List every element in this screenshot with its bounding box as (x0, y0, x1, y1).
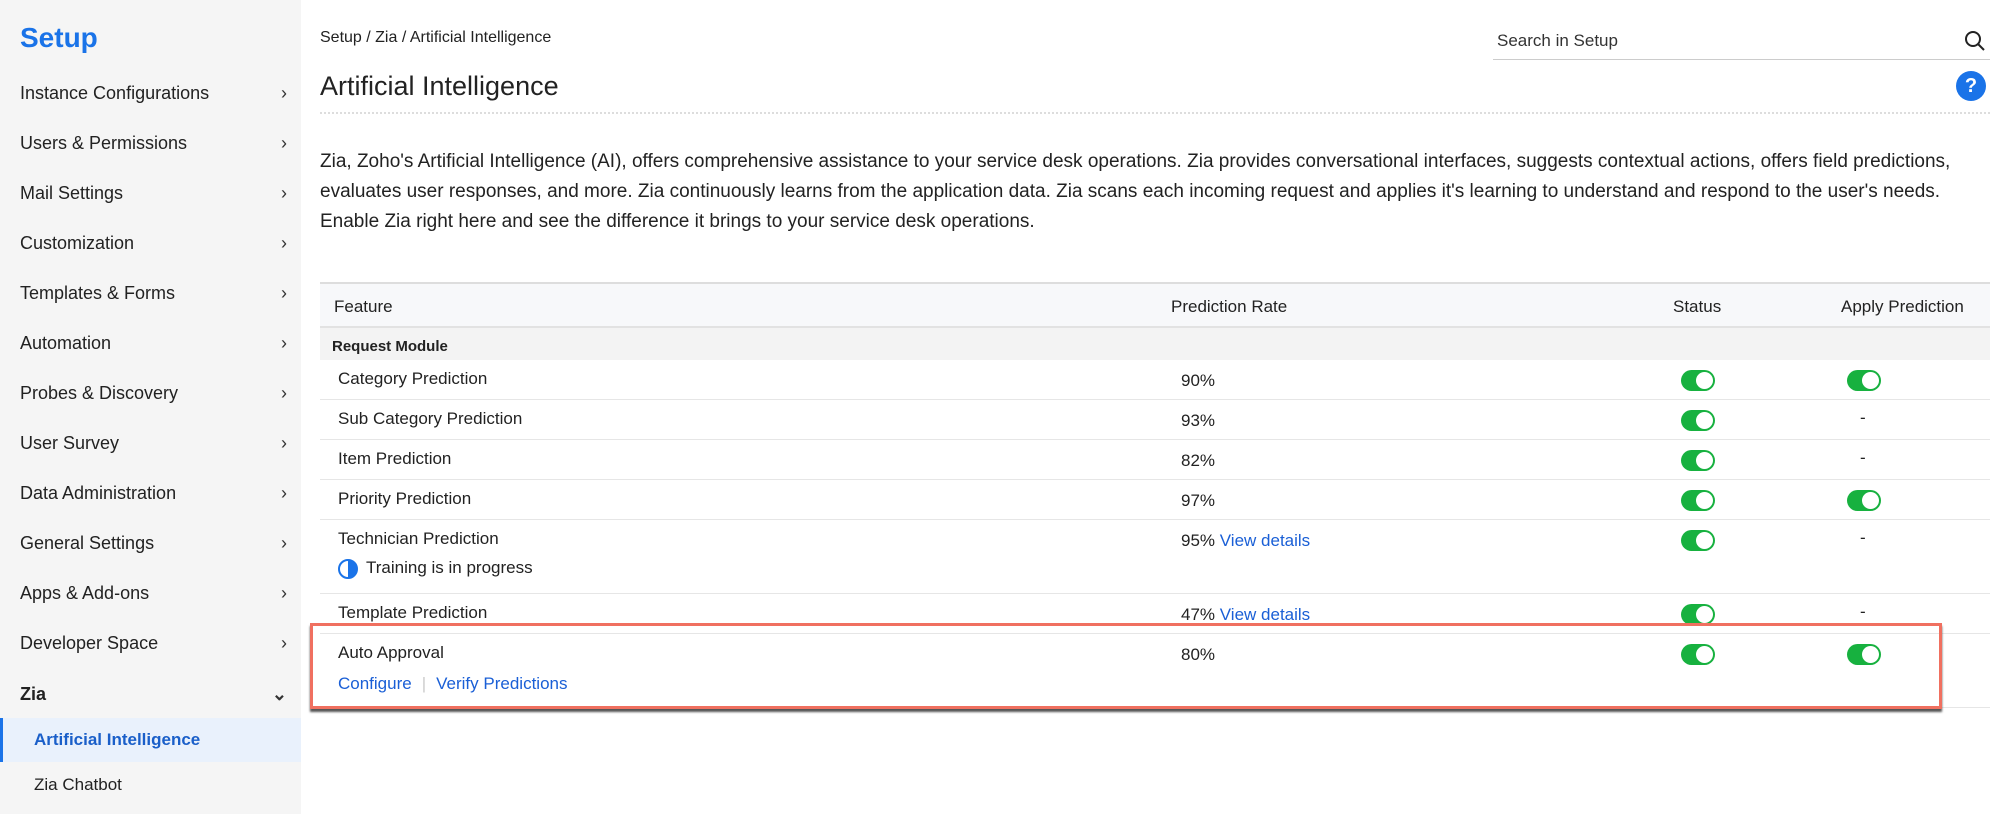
apply-prediction-toggle[interactable] (1847, 370, 1881, 391)
table-row: Priority Prediction 97% (320, 480, 1990, 520)
view-details-link[interactable]: View details (1219, 531, 1311, 550)
status-toggle[interactable] (1681, 530, 1715, 551)
verify-predictions-link[interactable]: Verify Predictions (436, 674, 568, 693)
sidebar-item[interactable]: Apps & Add-ons › (20, 582, 287, 603)
search-placeholder: Search in Setup (1497, 30, 1618, 50)
feature-name: Category Prediction (338, 369, 488, 388)
view-details-link[interactable]: View details (1219, 605, 1311, 624)
configure-link[interactable]: Configure (338, 674, 412, 693)
prediction-rate: 90% (1181, 371, 1216, 390)
sidebar-item[interactable]: Users & Permissions › (20, 132, 287, 153)
table-row: Template Prediction 47% View details - (320, 594, 1990, 634)
sidebar-item[interactable]: Mail Settings › (20, 182, 287, 203)
sidebar-item[interactable]: Templates & Forms › (20, 282, 287, 303)
prediction-rate: 93% (1181, 411, 1216, 430)
sidebar-item-zia-chatbot[interactable]: Zia Chatbot (34, 775, 122, 794)
col-status: Status (1673, 297, 1722, 316)
chevron-right-icon: › (281, 482, 287, 503)
apply-prediction-toggle[interactable] (1847, 490, 1881, 511)
sidebar-item[interactable]: Automation › (20, 332, 287, 353)
sidebar-item-zia[interactable]: Zia ⌄ (20, 683, 287, 704)
prediction-rate: 97% (1181, 491, 1216, 510)
description: Zia, Zoho's Artificial Intelligence (AI)… (320, 151, 1951, 232)
prediction-rate: 80% (1181, 645, 1216, 664)
search-icon[interactable] (1964, 30, 1986, 52)
sidebar-item[interactable]: Instance Configurations › (20, 82, 287, 103)
status-toggle[interactable] (1681, 410, 1715, 431)
chevron-right-icon: › (281, 82, 287, 103)
col-apply-prediction: Apply Prediction (1841, 297, 1964, 316)
sidebar-item[interactable]: User Survey › (20, 432, 287, 453)
table-row: Sub Category Prediction 93% - (320, 400, 1990, 440)
apply-prediction-empty: - (1860, 528, 1866, 547)
chevron-right-icon: › (281, 632, 287, 653)
apply-prediction-toggle[interactable] (1847, 644, 1881, 665)
table-row: Category Prediction 90% (320, 360, 1990, 400)
sidebar-item[interactable]: Developer Space › (20, 632, 287, 653)
status-toggle[interactable] (1681, 644, 1715, 665)
chevron-right-icon: › (281, 332, 287, 353)
chevron-right-icon: › (281, 432, 287, 453)
sidebar-title: Setup (20, 22, 98, 53)
chevron-right-icon: › (281, 532, 287, 553)
module-header: Request Module (320, 328, 1990, 360)
table-header: Feature Prediction Rate Status Apply Pre… (320, 282, 1990, 328)
prediction-rate: 82% (1181, 451, 1216, 470)
help-icon[interactable]: ? (1956, 71, 1986, 101)
prediction-rate: 47% View details (1181, 605, 1311, 624)
sidebar: Setup Instance Configurations › Users & Pe… (0, 0, 301, 814)
highlight-box (310, 623, 1942, 709)
status-toggle[interactable] (1681, 490, 1715, 511)
feature-name: Auto Approval (338, 643, 444, 662)
status-toggle[interactable] (1681, 450, 1715, 471)
feature-name: Priority Prediction (338, 489, 472, 508)
search-input[interactable]: Search in Setup (1493, 22, 1990, 60)
chevron-right-icon: › (281, 582, 287, 603)
feature-name: Item Prediction (338, 449, 452, 468)
apply-prediction-empty: - (1860, 602, 1866, 621)
row-actions: Configure | Verify Predictions (338, 674, 568, 693)
table-row: Technician Prediction 95% View details -… (320, 520, 1990, 594)
chevron-right-icon: › (281, 182, 287, 203)
sidebar-item[interactable]: Data Administration › (20, 482, 287, 503)
breadcrumb: Setup / Zia / Artificial Intelligence (320, 29, 552, 46)
sidebar-item[interactable]: General Settings › (20, 532, 287, 553)
progress-icon (338, 558, 358, 579)
chevron-right-icon: › (281, 232, 287, 253)
chevron-right-icon: › (281, 282, 287, 303)
sidebar-item-artificial-intelligence[interactable]: Artificial Intelligence (0, 718, 301, 762)
chevron-right-icon: › (281, 132, 287, 153)
status-toggle[interactable] (1681, 370, 1715, 391)
feature-name: Template Prediction (338, 603, 488, 622)
page-title: Artificial Intelligence (320, 71, 559, 101)
apply-prediction-empty: - (1860, 448, 1866, 467)
sidebar-item[interactable]: Customization › (20, 232, 287, 253)
sidebar-item[interactable]: Probes & Discovery › (20, 382, 287, 403)
table-row: Item Prediction 82% - (320, 440, 1990, 480)
col-feature: Feature (334, 297, 393, 316)
col-prediction-rate: Prediction Rate (1171, 297, 1288, 316)
feature-name: Technician Prediction (338, 529, 499, 548)
prediction-rate: 95% View details (1181, 531, 1311, 550)
apply-prediction-empty: - (1860, 408, 1866, 427)
divider (320, 112, 1990, 114)
feature-name: Sub Category Prediction (338, 409, 523, 428)
chevron-right-icon: › (281, 382, 287, 403)
training-status: Training is in progress (338, 558, 533, 579)
status-toggle[interactable] (1681, 604, 1715, 625)
chevron-down-icon: ⌄ (271, 683, 287, 704)
